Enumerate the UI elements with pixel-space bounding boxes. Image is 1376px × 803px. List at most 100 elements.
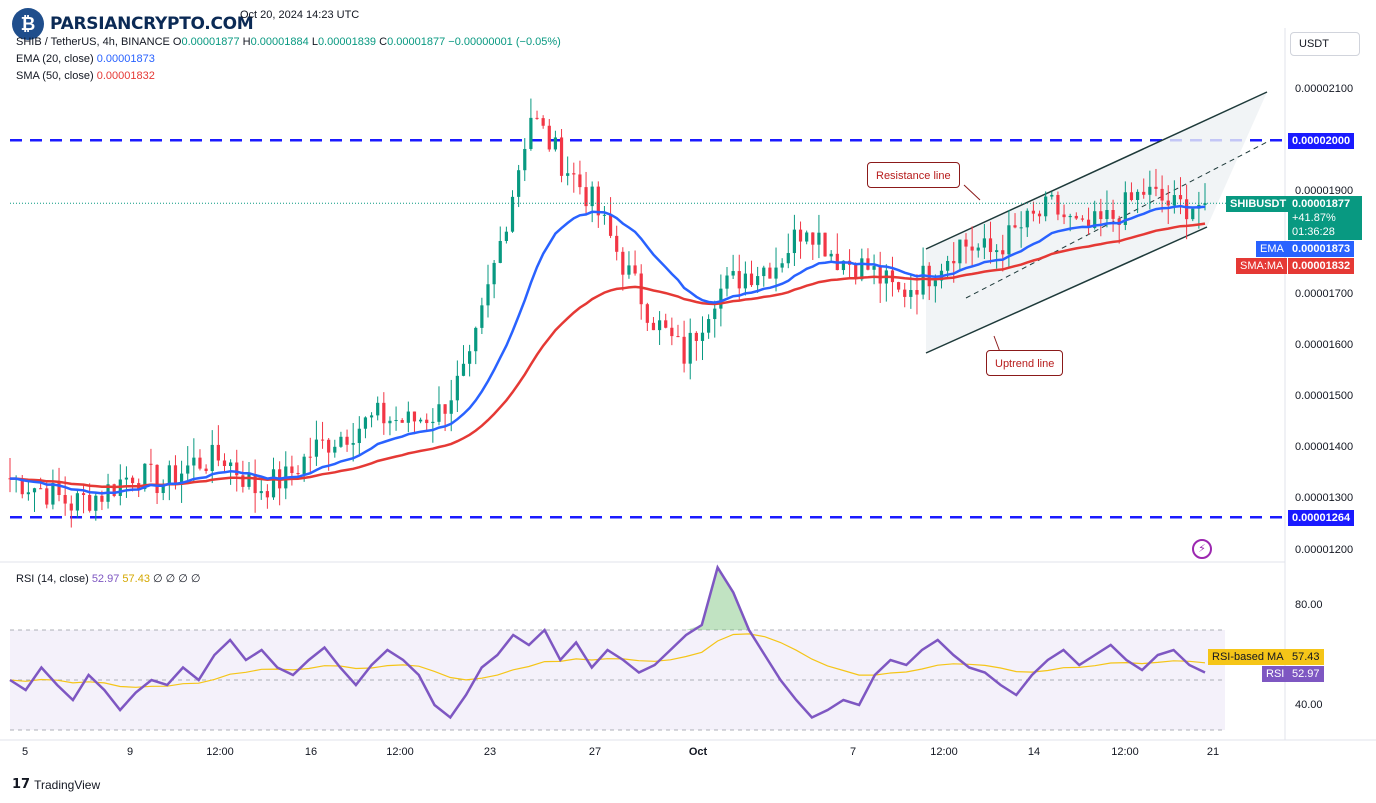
- candle-body: [915, 290, 919, 295]
- candle-body: [406, 411, 410, 423]
- ema-legend[interactable]: EMA (20, close) 0.00001873: [16, 53, 155, 65]
- candle-body: [161, 485, 165, 494]
- candle-body: [412, 411, 417, 422]
- candle-body: [559, 137, 564, 176]
- rsi-ma-value-tag: 57.43: [1288, 649, 1324, 665]
- time-tick: 12:00: [930, 746, 958, 758]
- candle-body: [792, 229, 797, 254]
- last-price-tag: 0.00001877 +41.87% 01:36:28: [1288, 196, 1362, 240]
- price-tick: 0.00001500: [1295, 390, 1354, 402]
- candle-body: [651, 322, 656, 331]
- candle-body: [468, 351, 472, 364]
- candle-body: [345, 436, 349, 445]
- currency-unit-button[interactable]: USDT: [1290, 32, 1360, 56]
- time-tick: 16: [304, 746, 318, 758]
- rsi-ma-line: [9, 633, 1206, 688]
- candle-body: [602, 214, 607, 216]
- candle-body: [210, 444, 214, 472]
- candle-body: [57, 483, 61, 496]
- close-label: C: [379, 36, 388, 48]
- candle-body: [811, 232, 815, 245]
- candle-body: [480, 305, 484, 328]
- candle-body: [204, 468, 208, 472]
- last-price: 0.00001877: [1292, 198, 1351, 210]
- lightning-icon[interactable]: ⚡: [1192, 539, 1212, 559]
- candle-body: [1093, 211, 1097, 228]
- rsi-ma-legend-value: 57.43: [122, 573, 150, 585]
- candle-body: [376, 402, 380, 416]
- candle-body: [173, 465, 178, 485]
- uptrend-callout-pointer: [993, 335, 1001, 353]
- candle-body: [1148, 186, 1152, 195]
- sma-legend[interactable]: SMA (50, close) 0.00001832: [16, 70, 155, 82]
- candle-body: [437, 404, 441, 422]
- candle-body: [1001, 250, 1005, 255]
- candle-body: [1172, 195, 1176, 206]
- candle-body: [841, 260, 846, 271]
- candle-body: [780, 263, 784, 268]
- symbol-title[interactable]: SHIB / TetherUS, 4h, BINANCE: [16, 36, 170, 48]
- candle-body: [627, 265, 631, 275]
- candle-body: [633, 265, 637, 274]
- candle-body: [296, 473, 300, 475]
- candle-body: [694, 332, 698, 341]
- candle-body: [369, 415, 374, 418]
- candle-body: [449, 400, 453, 414]
- rsi-legend-extra: ∅ ∅ ∅ ∅: [153, 573, 201, 585]
- candle-body: [1111, 210, 1115, 219]
- candle-body: [167, 465, 171, 486]
- time-tick: 21: [1206, 746, 1220, 758]
- sma-value-tag: 0.00001832: [1288, 258, 1355, 274]
- sma-line: [10, 222, 1206, 489]
- tradingview-logo-icon: 𝟭𝟳: [12, 777, 31, 792]
- candle-body: [743, 273, 747, 289]
- candle-body: [81, 493, 86, 495]
- time-tick: 5: [21, 746, 29, 758]
- candle-body: [1191, 208, 1195, 220]
- candle-body: [541, 118, 545, 126]
- candle-body: [1050, 194, 1054, 197]
- resistance-callout-pointer: [963, 184, 981, 201]
- time-tick: 12:00: [386, 746, 414, 758]
- sma-legend-value: 0.00001832: [96, 70, 155, 82]
- candle-body: [308, 456, 312, 458]
- change-value: −0.00000001 (−0.05%): [448, 36, 561, 48]
- candle-body: [768, 267, 772, 279]
- candle-body: [823, 232, 827, 257]
- candle-body: [590, 186, 594, 207]
- uptrend-line-callout[interactable]: Uptrend line: [986, 350, 1064, 376]
- candle-body: [657, 320, 662, 331]
- resistance-level-tag: 0.00002000: [1288, 133, 1355, 149]
- ohlc-header: SHIB / TetherUS, 4h, BINANCE O0.00001877…: [16, 36, 561, 48]
- rsi-line: [9, 564, 1206, 720]
- candle-body: [461, 363, 466, 376]
- candle-body: [829, 253, 833, 257]
- resistance-line-callout[interactable]: Resistance line: [867, 162, 960, 188]
- candle-body: [670, 327, 674, 337]
- candle-body: [517, 170, 521, 197]
- candle-body: [271, 469, 276, 498]
- high-label: H: [242, 36, 251, 48]
- candle-body: [235, 462, 239, 476]
- candle-body: [756, 276, 760, 286]
- ema-line: [10, 204, 1206, 495]
- rsi-legend[interactable]: RSI (14, close) 52.97 57.43 ∅ ∅ ∅ ∅: [16, 572, 201, 585]
- candle-body: [817, 232, 821, 245]
- candle-body: [400, 420, 404, 423]
- candle-body: [247, 474, 251, 487]
- candle-body: [290, 466, 294, 474]
- candle-body: [192, 457, 196, 466]
- candle-body: [676, 336, 680, 338]
- candle-body: [584, 187, 588, 207]
- candle-body: [149, 463, 153, 465]
- candle-body: [241, 475, 245, 487]
- candle-body: [621, 251, 625, 275]
- candle-body: [682, 336, 686, 364]
- candle-body: [112, 484, 116, 496]
- candle-body: [88, 494, 92, 511]
- resistance-trendline: [925, 91, 1268, 250]
- candle-body: [1031, 210, 1036, 214]
- candle-body: [20, 478, 24, 495]
- candle-body: [713, 308, 717, 320]
